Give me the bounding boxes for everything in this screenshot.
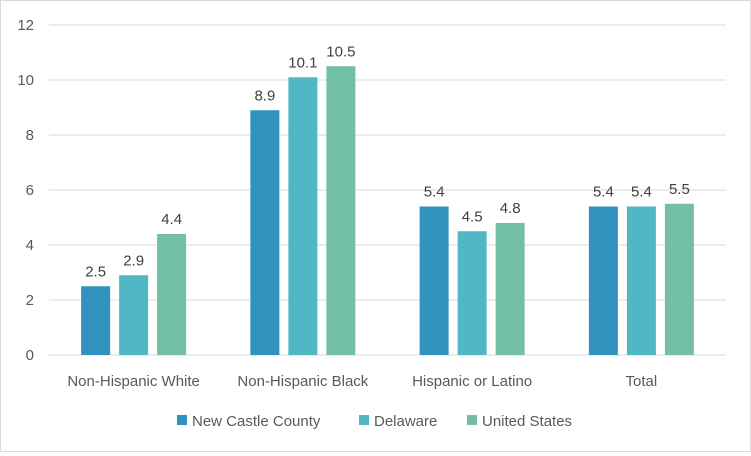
x-category-label: Non-Hispanic White [67,373,200,390]
x-axis-category-labels: Non-Hispanic White Non-Hispanic Black Hisp… [67,373,657,390]
data-label: 4.8 [500,200,521,217]
y-tick-label: 10 [17,72,34,89]
y-axis-tick-labels: 0 2 4 6 8 10 12 [17,17,34,364]
bar [457,231,487,355]
data-label: 2.9 [123,252,144,269]
legend-label: United States [482,413,572,430]
legend: New Castle County Delaware United States [177,413,572,430]
bar [250,110,280,355]
bar [326,66,356,355]
data-label: 2.5 [85,263,106,280]
y-tick-label: 12 [17,17,34,34]
bar [119,275,149,355]
data-label: 10.1 [288,54,317,71]
legend-label: New Castle County [192,413,321,430]
bar [157,234,187,355]
gridlines [49,24,726,356]
legend-label: Delaware [374,413,437,430]
bar [495,223,525,355]
data-label: 5.4 [631,184,652,201]
y-tick-label: 2 [26,292,34,309]
bar [288,77,318,355]
data-label: 4.5 [462,208,483,225]
x-category-label: Hispanic or Latino [412,373,532,390]
data-label: 5.4 [424,184,445,201]
data-labels: 2.5 2.9 4.4 8.9 10.1 10.5 5.4 4.5 4.8 5.4 5.4 5.5 [85,43,690,280]
x-category-label: Total [626,373,658,390]
data-label: 8.9 [254,87,275,104]
y-tick-label: 4 [26,237,34,254]
bar [81,286,111,355]
bar [664,203,694,355]
y-tick-label: 8 [26,127,34,144]
legend-swatch [467,415,477,425]
bars [81,66,694,355]
bar [588,206,618,355]
y-tick-label: 6 [26,182,34,199]
legend-swatch [177,415,187,425]
legend-swatch [359,415,369,425]
bar [626,206,656,355]
data-label: 4.4 [161,211,182,228]
data-label: 10.5 [326,43,355,60]
y-tick-label: 0 [26,347,34,364]
bar [419,206,449,355]
x-category-label: Non-Hispanic Black [237,373,368,390]
data-label: 5.5 [669,181,690,198]
data-label: 5.4 [593,184,614,201]
